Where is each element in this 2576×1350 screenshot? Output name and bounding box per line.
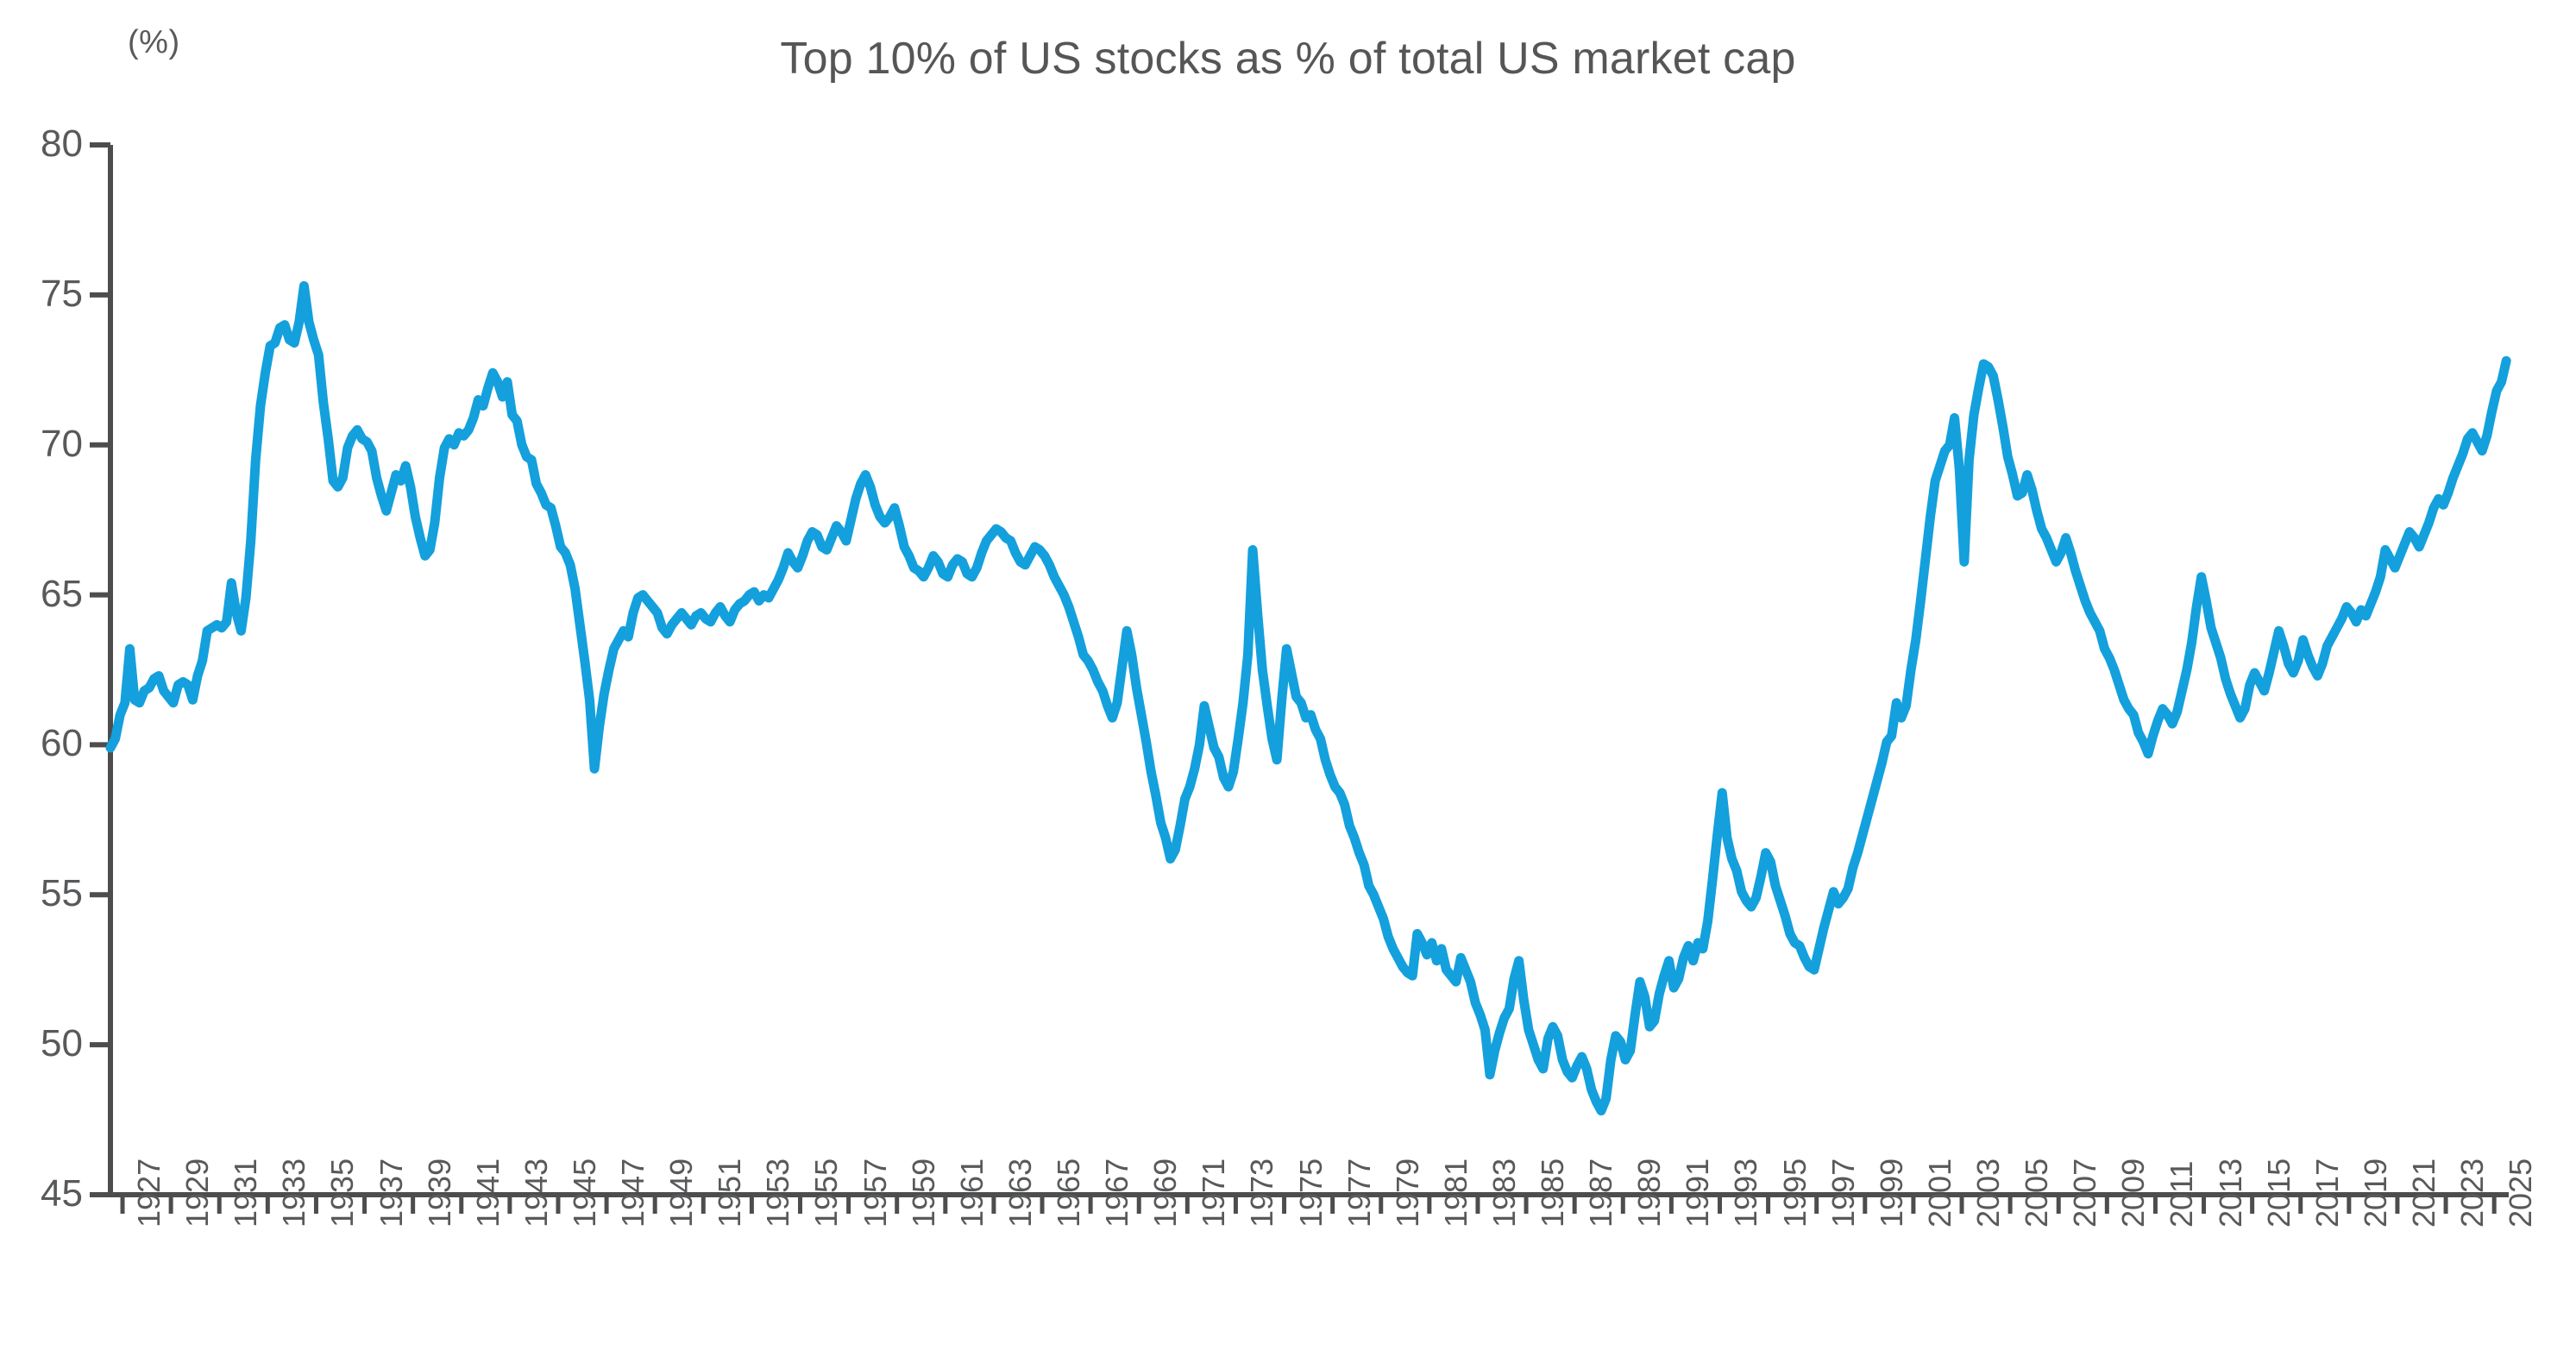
x-tick-label: 1961 [953,1158,990,1228]
x-tick-label: 1971 [1196,1158,1232,1228]
x-tick-label: 2019 [2357,1158,2393,1228]
axis-lines [108,145,2509,1197]
x-tick-label: 2025 [2503,1158,2539,1228]
x-tick-label: 1963 [1002,1158,1038,1228]
data-series-line [105,280,2511,1116]
x-tick-label: 1959 [905,1158,941,1228]
y-tick-label: 70 [41,422,83,465]
x-tick-label: 1935 [324,1158,361,1228]
x-tick-label: 2005 [2019,1158,2055,1228]
x-tick-label: 1995 [1776,1158,1813,1228]
x-tick-label: 1933 [276,1158,312,1228]
x-tick-label: 1967 [1099,1158,1135,1228]
x-tick-label: 1953 [760,1158,796,1228]
x-tick-label: 2009 [2115,1158,2152,1228]
x-tick-label: 1969 [1147,1158,1184,1228]
x-tick-label: 2013 [2212,1158,2248,1228]
x-tick-label: 1965 [1051,1158,1087,1228]
y-tick-label: 60 [41,722,83,765]
x-tick-label: 1983 [1486,1158,1522,1228]
chart-title: Top 10% of US stocks as % of total US ma… [780,34,1796,84]
x-tick-label: 1993 [1728,1158,1764,1228]
x-tick-label: 1937 [373,1158,409,1228]
x-tick-label: 1943 [518,1158,554,1228]
x-tick-label: 2001 [1921,1158,1957,1228]
y-tick-label: 80 [41,122,83,165]
x-tick-label: 1945 [566,1158,602,1228]
x-tick-label: 1999 [1873,1158,1909,1228]
x-tick-label: 1939 [421,1158,457,1228]
x-tick-label: 2007 [2067,1158,2103,1228]
y-tick-label: 45 [41,1172,83,1215]
x-tick-label: 1973 [1244,1158,1280,1228]
x-tick-label: 1957 [857,1158,893,1228]
y-tick-label: 65 [41,572,83,615]
x-tick-label: 2011 [2164,1160,2200,1228]
x-tick-label: 1979 [1389,1158,1425,1228]
x-tick-label: 1941 [469,1158,506,1228]
x-tick-label: 1975 [1292,1158,1329,1228]
y-axis-unit-label: (%) [128,24,180,60]
x-tick-label: 1987 [1583,1158,1619,1228]
x-tick-label: 2017 [2309,1158,2345,1228]
x-tick-label: 1949 [663,1158,700,1228]
axis-ticks [90,142,2497,1214]
y-tick-label: 55 [41,872,83,915]
x-tick-label: 2015 [2260,1158,2296,1228]
x-tick-label: 2021 [2405,1158,2441,1228]
x-tick-label: 1977 [1341,1158,1377,1228]
y-tick-label: 50 [41,1022,83,1065]
x-tick-label: 1931 [228,1158,264,1228]
x-tick-label: 1951 [712,1158,748,1228]
x-tick-label: 1955 [808,1158,845,1228]
x-tick-label: 1997 [1825,1158,1861,1228]
x-tick-label: 2003 [1970,1158,2006,1228]
y-tick-label: 75 [41,272,83,315]
x-tick-label: 1989 [1631,1158,1668,1228]
x-tick-label: 1991 [1680,1158,1716,1228]
x-tick-label: 1947 [615,1158,651,1228]
x-tick-label: 1927 [131,1158,167,1228]
x-tick-label: 2023 [2454,1158,2491,1228]
x-tick-label: 1929 [179,1158,216,1228]
x-tick-label: 1981 [1437,1158,1473,1228]
x-tick-label: 1985 [1535,1158,1571,1228]
